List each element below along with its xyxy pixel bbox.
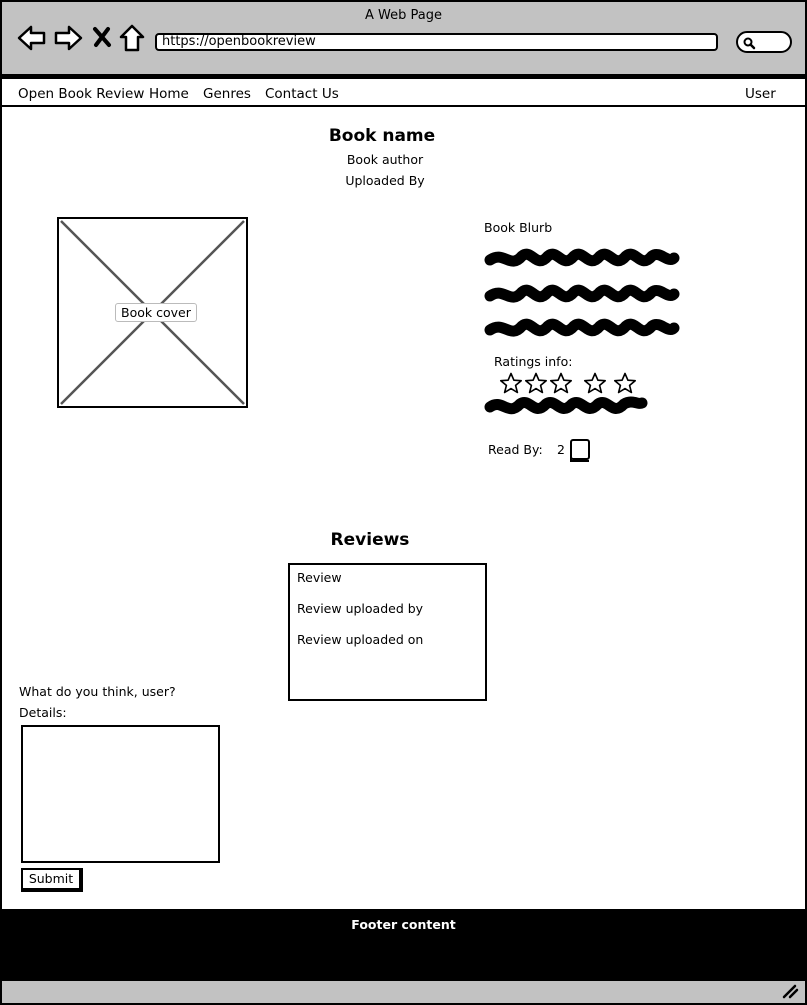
book-blurb-label: Book Blurb xyxy=(484,220,553,235)
nav-contact-link[interactable]: Contact Us xyxy=(265,86,339,102)
star-icon[interactable] xyxy=(613,372,637,395)
ratings-info-text xyxy=(484,396,648,415)
star-icon[interactable] xyxy=(524,372,548,395)
nav-brand-link[interactable]: Open Book Review xyxy=(18,86,145,102)
back-arrow-icon[interactable] xyxy=(16,23,48,53)
nav-user-link[interactable]: User xyxy=(745,86,776,102)
review-text: Review xyxy=(297,570,342,585)
search-icon xyxy=(743,37,756,50)
book-cover-image xyxy=(57,217,248,408)
read-by-label: Read By: xyxy=(488,442,543,457)
reviews-heading: Reviews xyxy=(330,530,410,550)
star-icon[interactable] xyxy=(549,372,573,395)
read-by-count: 2 xyxy=(557,442,565,457)
forward-arrow-icon[interactable] xyxy=(52,23,84,53)
close-icon[interactable] xyxy=(92,26,112,48)
book-name: Book name xyxy=(328,126,436,146)
footer: Footer content xyxy=(2,909,805,979)
footer-text: Footer content xyxy=(351,917,456,932)
submit-button[interactable]: Submit xyxy=(21,868,83,892)
review-prompt: What do you think, user? xyxy=(19,684,176,699)
details-label: Details: xyxy=(19,705,67,720)
details-textarea[interactable] xyxy=(21,725,220,863)
book-uploaded-by: Uploaded By xyxy=(345,173,425,188)
review-uploaded-on: Review uploaded on xyxy=(297,632,424,647)
book-icon[interactable] xyxy=(568,438,592,464)
nav-home-link[interactable]: Home xyxy=(149,86,189,102)
browser-search-box[interactable] xyxy=(736,31,792,53)
book-author: Book author xyxy=(346,152,424,167)
site-navbar: Open Book Review Home Genres Contact Us … xyxy=(2,77,805,107)
review-card: Review Review uploaded by Review uploade… xyxy=(288,563,487,701)
review-uploaded-by: Review uploaded by xyxy=(297,601,424,616)
star-icon[interactable] xyxy=(583,372,607,395)
ratings-info-label: Ratings info: xyxy=(494,354,573,369)
status-bar xyxy=(2,979,805,1003)
browser-chrome: A Web Page https://openbookreview xyxy=(2,2,805,77)
book-blurb-text xyxy=(484,248,680,337)
resize-grip-icon[interactable] xyxy=(781,983,799,999)
book-cover-label: Book cover xyxy=(115,303,197,322)
star-icon[interactable] xyxy=(499,372,523,395)
home-icon[interactable] xyxy=(118,23,146,53)
nav-genres-link[interactable]: Genres xyxy=(203,86,251,102)
window-title: A Web Page xyxy=(365,8,442,23)
url-bar[interactable]: https://openbookreview xyxy=(155,33,718,51)
